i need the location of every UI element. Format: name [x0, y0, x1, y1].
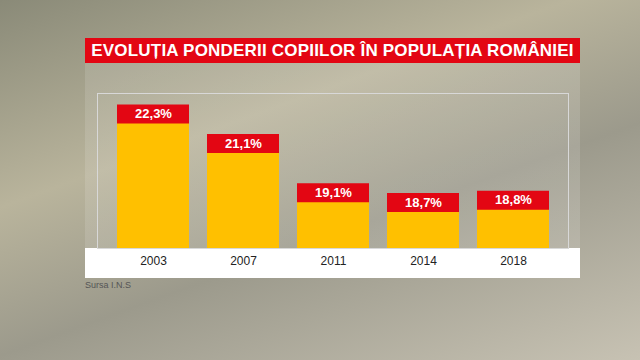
svg-text:19,1%: 19,1%	[315, 185, 352, 200]
svg-text:2018: 2018	[500, 254, 527, 268]
html-text:EVOLUȚIA PONDERII COPIILOR ÎN: EVOLUȚIA PONDERII COPIILOR ÎN POPULAȚIA …	[91, 41, 574, 60]
svg-text:2003: 2003	[140, 254, 167, 268]
svg-text:2007: 2007	[230, 254, 257, 268]
html-text:Sursa I.N.S: Sursa I.N.S	[85, 280, 131, 290]
svg-text:21,1%: 21,1%	[225, 136, 262, 151]
svg-text:22,3%: 22,3%	[135, 106, 172, 121]
svg-text:2014: 2014	[410, 254, 437, 268]
svg-text:2011: 2011	[321, 254, 347, 268]
svg-text:18,8%: 18,8%	[495, 192, 532, 207]
svg-text:18,7%: 18,7%	[405, 195, 442, 210]
